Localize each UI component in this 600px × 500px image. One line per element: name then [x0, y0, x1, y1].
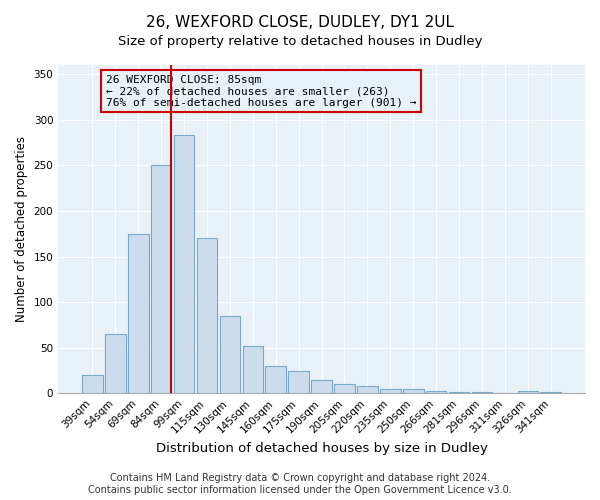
Text: Size of property relative to detached houses in Dudley: Size of property relative to detached ho… [118, 35, 482, 48]
Bar [518, 390, 538, 394]
Bar [403, 389, 424, 394]
Bar [220, 316, 240, 394]
Bar [334, 384, 355, 394]
Bar [449, 392, 469, 394]
Bar [197, 238, 217, 394]
Bar [541, 392, 561, 394]
Text: Contains HM Land Registry data © Crown copyright and database right 2024.
Contai: Contains HM Land Registry data © Crown c… [88, 474, 512, 495]
Bar [242, 346, 263, 394]
Bar [357, 386, 378, 394]
Bar [128, 234, 149, 394]
Text: 26 WEXFORD CLOSE: 85sqm
← 22% of detached houses are smaller (263)
76% of semi-d: 26 WEXFORD CLOSE: 85sqm ← 22% of detache… [106, 75, 416, 108]
Bar [265, 366, 286, 394]
Bar [380, 389, 401, 394]
Bar [311, 380, 332, 394]
X-axis label: Distribution of detached houses by size in Dudley: Distribution of detached houses by size … [155, 442, 488, 455]
Y-axis label: Number of detached properties: Number of detached properties [15, 136, 28, 322]
Bar [289, 372, 309, 394]
Bar [174, 135, 194, 394]
Bar [426, 390, 446, 394]
Bar [105, 334, 125, 394]
Bar [151, 166, 172, 394]
Bar [472, 392, 493, 394]
Bar [82, 375, 103, 394]
Text: 26, WEXFORD CLOSE, DUDLEY, DY1 2UL: 26, WEXFORD CLOSE, DUDLEY, DY1 2UL [146, 15, 454, 30]
